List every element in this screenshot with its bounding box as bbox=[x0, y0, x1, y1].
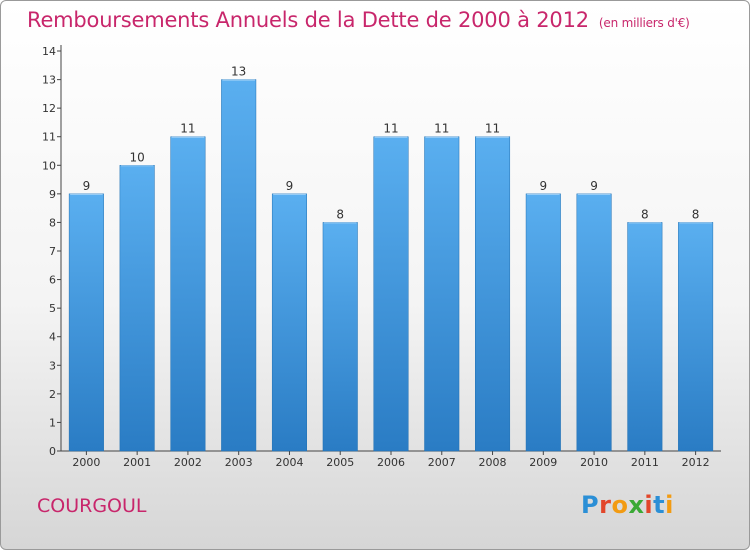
bar bbox=[525, 193, 561, 452]
bar bbox=[424, 136, 460, 452]
bar bbox=[373, 136, 409, 452]
bar-value-label: 9 bbox=[83, 179, 91, 193]
y-tick-label: 8 bbox=[49, 216, 56, 229]
x-tick-label: 2009 bbox=[529, 456, 557, 469]
bar bbox=[627, 222, 663, 452]
y-tick-label: 12 bbox=[42, 102, 56, 115]
logo-letter: t bbox=[653, 491, 666, 519]
commune-name: COURGOUL bbox=[37, 495, 147, 517]
y-tick-label: 0 bbox=[49, 445, 56, 458]
bar-value-label: 11 bbox=[485, 122, 500, 136]
logo-letter: x bbox=[628, 491, 645, 519]
y-tick-label: 6 bbox=[49, 274, 56, 287]
x-tick-label: 2012 bbox=[682, 456, 710, 469]
bar-value-label: 8 bbox=[336, 207, 344, 221]
y-tick-label: 9 bbox=[49, 188, 56, 201]
x-tick-label: 2002 bbox=[174, 456, 202, 469]
bar-value-label: 11 bbox=[434, 122, 449, 136]
chart-unit: (en milliers d'€) bbox=[598, 16, 690, 30]
bar-value-label: 11 bbox=[180, 122, 195, 136]
x-tick-label: 2007 bbox=[428, 456, 456, 469]
y-tick-label: 4 bbox=[49, 331, 56, 344]
bar bbox=[322, 222, 358, 452]
x-tick-label: 2003 bbox=[225, 456, 253, 469]
bar bbox=[475, 136, 511, 452]
bar bbox=[68, 193, 104, 452]
bar-value-label: 10 bbox=[130, 150, 145, 164]
y-tick-label: 5 bbox=[49, 302, 56, 315]
bar-value-label: 9 bbox=[590, 179, 598, 193]
y-tick-label: 13 bbox=[42, 74, 56, 87]
logo-letter: i bbox=[644, 491, 654, 519]
y-tick-label: 1 bbox=[49, 416, 56, 429]
x-tick-label: 2004 bbox=[275, 456, 303, 469]
x-tick-label: 2001 bbox=[123, 456, 151, 469]
bar bbox=[576, 193, 612, 452]
chart-bars bbox=[68, 79, 714, 452]
logo-letter: r bbox=[599, 491, 612, 519]
x-tick-label: 2011 bbox=[631, 456, 659, 469]
bar-value-label: 8 bbox=[692, 207, 700, 221]
bar bbox=[271, 193, 307, 452]
y-tick-label: 14 bbox=[42, 45, 56, 58]
logo-letter: o bbox=[611, 491, 629, 519]
bar-value-label: 11 bbox=[383, 122, 398, 136]
proxiti-logo[interactable]: Proxiti bbox=[581, 491, 674, 519]
bar-value-label: 9 bbox=[286, 179, 294, 193]
chart-labels: 9 2000 10 2001 11 2002 13 2003 9 2004 8 2005 11 2006 1… bbox=[72, 65, 709, 469]
logo-letter: P bbox=[581, 491, 600, 519]
bar bbox=[170, 136, 206, 452]
bar bbox=[678, 222, 714, 452]
logo-letter: i bbox=[665, 491, 674, 519]
y-tick-label: 10 bbox=[42, 159, 56, 172]
bar-value-label: 13 bbox=[231, 65, 246, 79]
chart-title-text: Remboursements Annuels de la Dette de 20… bbox=[27, 8, 589, 32]
bar bbox=[221, 79, 257, 452]
x-tick-label: 2000 bbox=[72, 456, 100, 469]
x-tick-label: 2010 bbox=[580, 456, 608, 469]
x-tick-label: 2008 bbox=[479, 456, 507, 469]
y-tick-label: 2 bbox=[49, 388, 56, 401]
bar bbox=[119, 165, 155, 452]
y-tick-label: 7 bbox=[49, 245, 56, 258]
y-tick-label: 11 bbox=[42, 131, 56, 144]
bar-value-label: 8 bbox=[641, 207, 649, 221]
bar-value-label: 9 bbox=[539, 179, 547, 193]
x-tick-label: 2006 bbox=[377, 456, 405, 469]
y-tick-label: 3 bbox=[49, 359, 56, 372]
x-tick-label: 2005 bbox=[326, 456, 354, 469]
chart-title: Remboursements Annuels de la Dette de 20… bbox=[27, 8, 690, 32]
